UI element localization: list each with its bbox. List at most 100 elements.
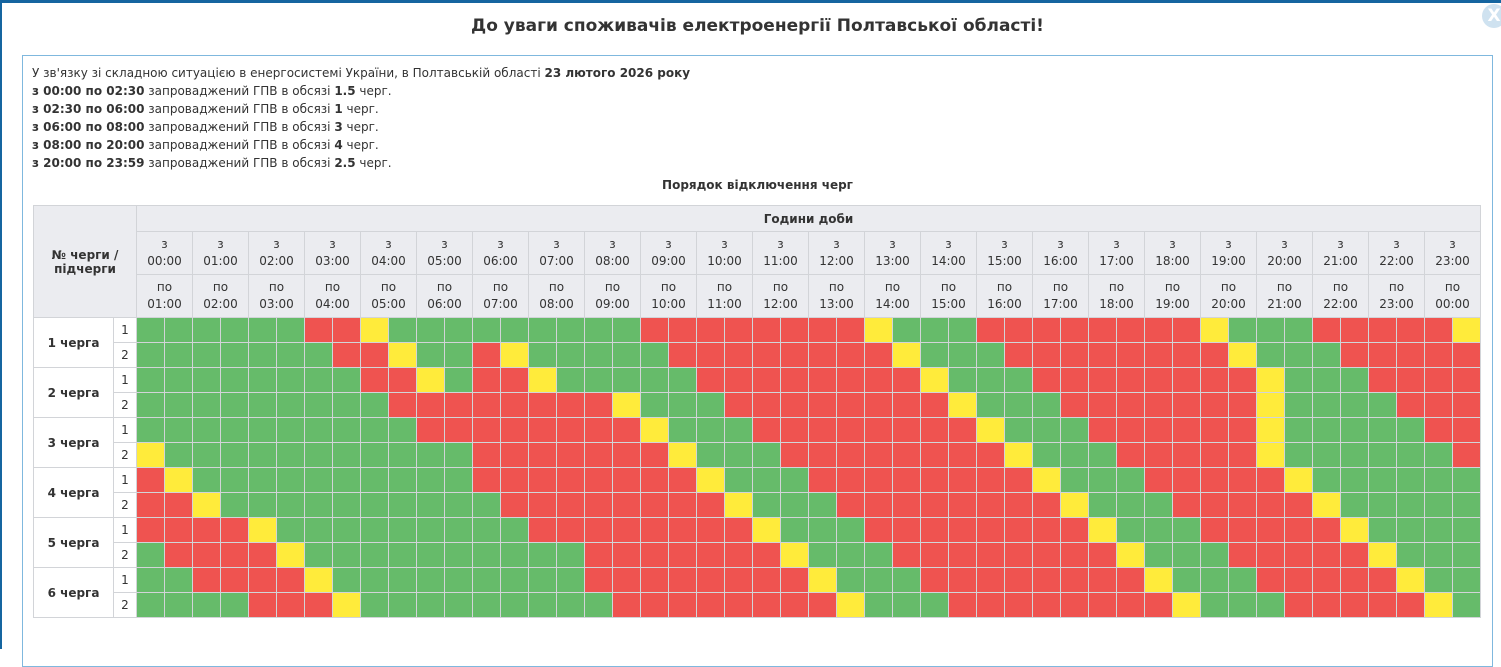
hour-from-header: з 09:00 [640, 231, 697, 275]
hour-to: 21:00 [1267, 297, 1302, 311]
outage-cell [976, 467, 1005, 493]
hour-from-header: з 21:00 [1312, 231, 1369, 275]
power-on-cell [1452, 517, 1481, 543]
to-prefix: по [492, 280, 509, 294]
power-on-cell [332, 367, 361, 393]
power-on-cell [500, 317, 529, 343]
outage-cell [920, 467, 949, 493]
outage-cell [1200, 492, 1229, 518]
outage-cell [696, 517, 725, 543]
power-on-cell [388, 317, 417, 343]
outage-cell [808, 317, 837, 343]
possible-outage-cell [416, 367, 445, 393]
possible-outage-cell [976, 417, 1005, 443]
power-on-cell [1004, 392, 1033, 418]
outage-cell [1172, 417, 1201, 443]
outage-cell [612, 442, 641, 468]
outage-cell [892, 392, 921, 418]
possible-outage-cell [948, 392, 977, 418]
power-on-cell [164, 367, 193, 393]
outage-cell [1060, 567, 1089, 593]
outage-cell [332, 342, 361, 368]
outage-cell [1088, 542, 1117, 568]
outage-cell [1424, 317, 1453, 343]
outage-cell [1004, 492, 1033, 518]
outage-cell [1116, 592, 1145, 618]
possible-outage-cell [1424, 592, 1453, 618]
power-on-cell [1312, 367, 1341, 393]
power-on-cell [444, 517, 473, 543]
outage-cell [1032, 317, 1061, 343]
power-on-cell [500, 592, 529, 618]
power-on-cell [1144, 542, 1173, 568]
power-on-cell [1200, 567, 1229, 593]
possible-outage-cell [164, 467, 193, 493]
outage-cell [528, 517, 557, 543]
outage-cell [948, 467, 977, 493]
power-on-cell [164, 317, 193, 343]
possible-outage-cell [528, 367, 557, 393]
power-on-cell [220, 442, 249, 468]
outage-cell [1032, 342, 1061, 368]
power-on-cell [360, 442, 389, 468]
schedule-row: 2 [34, 542, 1481, 568]
possible-outage-cell [192, 492, 221, 518]
power-on-cell [1424, 442, 1453, 468]
outage-cell [668, 467, 697, 493]
to-prefix: по [884, 280, 901, 294]
power-on-cell [1424, 567, 1453, 593]
outage-cell [584, 442, 613, 468]
hour-to-header: по 23:00 [1368, 274, 1425, 318]
outage-cell [808, 392, 837, 418]
outage-cell [584, 492, 613, 518]
to-prefix: по [548, 280, 565, 294]
from-prefix: з [1393, 237, 1400, 251]
hour-to-header: по 12:00 [752, 274, 809, 318]
outage-cell [1088, 592, 1117, 618]
hour-to-header: по 14:00 [864, 274, 921, 318]
possible-outage-cell [1256, 367, 1285, 393]
close-icon[interactable]: X [1482, 4, 1501, 28]
schedule-row: 2 черга 1 [33, 367, 1481, 418]
outage-cell [668, 592, 697, 618]
from-prefix: з [665, 237, 672, 251]
outage-cell [500, 392, 529, 418]
outage-cell [1228, 517, 1257, 543]
outage-cell [472, 342, 501, 368]
outage-cell [584, 392, 613, 418]
power-on-cell [1312, 342, 1341, 368]
hour-to-header: по 11:00 [696, 274, 753, 318]
outage-cell [696, 317, 725, 343]
power-on-cell [192, 342, 221, 368]
hour-from-header: з 02:00 [248, 231, 305, 275]
power-on-cell [1284, 342, 1313, 368]
outage-cell [220, 517, 249, 543]
outage-cell [1060, 342, 1089, 368]
outage-cell [136, 517, 165, 543]
possible-outage-cell [752, 517, 781, 543]
hour-to: 15:00 [931, 297, 966, 311]
power-on-cell [1368, 517, 1397, 543]
outage-cell [976, 592, 1005, 618]
power-on-cell [1368, 492, 1397, 518]
hour-from-header: з 22:00 [1368, 231, 1425, 275]
outage-cell [1060, 517, 1089, 543]
hour-to-header: по 00:00 [1424, 274, 1481, 318]
outage-cell [948, 542, 977, 568]
power-on-cell [864, 592, 893, 618]
power-on-cell [1452, 467, 1481, 493]
possible-outage-cell [304, 567, 333, 593]
power-on-cell [276, 467, 305, 493]
hour-to: 03:00 [259, 297, 294, 311]
power-on-cell [388, 567, 417, 593]
outage-cell [808, 592, 837, 618]
power-on-cell [1284, 417, 1313, 443]
outage-cell [1368, 342, 1397, 368]
power-on-cell [752, 492, 781, 518]
hour-to: 09:00 [595, 297, 630, 311]
outage-cell [696, 367, 725, 393]
power-on-cell [556, 342, 585, 368]
hour-to-header: по 19:00 [1144, 274, 1201, 318]
possible-outage-cell [1368, 542, 1397, 568]
power-on-cell [416, 442, 445, 468]
